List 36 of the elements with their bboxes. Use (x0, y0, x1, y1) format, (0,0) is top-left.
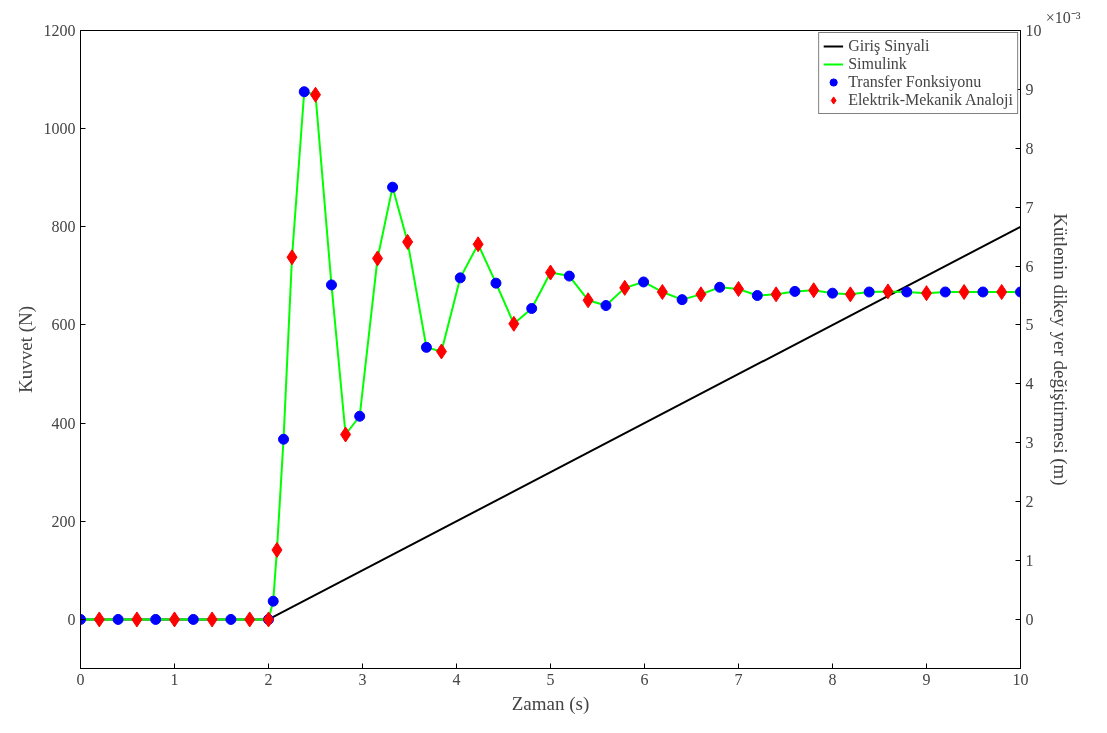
y2-tick-label: 5 (1025, 316, 1034, 334)
y2-tick-label: 10 (1025, 22, 1042, 39)
x-tick-label: 8 (828, 670, 837, 688)
legend-label: Elektrik-Mekanik Analoji (848, 91, 1013, 109)
y2-axis-title: Kütlenin dikey yer değiştirmesi (m) (1048, 213, 1071, 486)
y-tick-label: 600 (51, 316, 76, 334)
x-tick-label: 4 (452, 670, 461, 688)
legend-label: Giriş Sinyali (848, 37, 930, 55)
y-tick-label: 1000 (43, 120, 76, 138)
y2-tick-label: 4 (1025, 375, 1034, 393)
x-tick-label: 1 (170, 670, 179, 688)
y-tick-label: 400 (51, 414, 76, 432)
x-tick-label: 5 (546, 670, 555, 688)
x-tick-label: 2 (264, 670, 273, 688)
y2-tick-label: 2 (1025, 493, 1034, 511)
y-axis-title: Kuvvet (N) (14, 305, 37, 394)
x-axis-title: Zaman (s) (511, 692, 590, 715)
x-tick-label: 6 (640, 670, 649, 688)
y2-tick-label: 6 (1025, 257, 1034, 275)
y2-tick-label: 9 (1025, 80, 1034, 98)
legend-label: Simulink (848, 55, 907, 73)
x-tick-label: 10 (1012, 670, 1029, 688)
y2-tick-label: 0 (1025, 610, 1034, 628)
legend-label: Transfer Fonksiyonu (848, 73, 982, 91)
x-tick-label: 9 (922, 670, 931, 688)
x-tick-label: 7 (734, 670, 743, 688)
y-tick-label: 0 (67, 610, 76, 628)
y2-tick-label: 7 (1025, 198, 1034, 216)
y-tick-label: 1200 (43, 22, 76, 39)
y-tick-label: 800 (51, 218, 76, 236)
y-tick-label: 200 (51, 512, 76, 530)
x-tick-label: 3 (358, 670, 367, 688)
text: ×10⁻³ (1045, 8, 1081, 26)
y2-tick-label: 8 (1025, 139, 1034, 157)
y2-tick-label: 1 (1025, 552, 1034, 570)
y2-tick-label: 3 (1025, 434, 1034, 452)
